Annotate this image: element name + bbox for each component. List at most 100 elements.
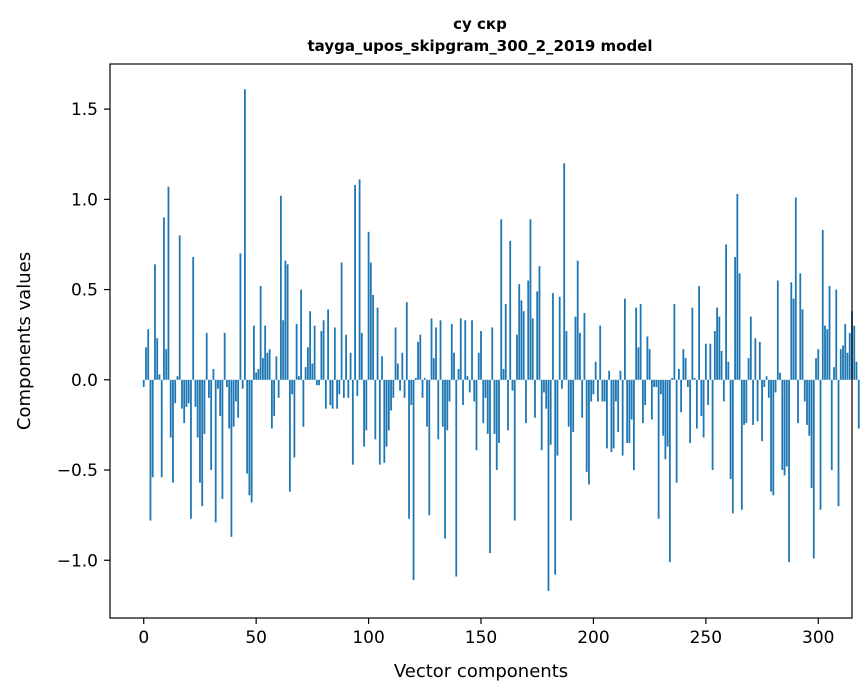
- bar-174: [534, 379, 536, 418]
- bar-251: [707, 379, 709, 406]
- bar-69: [297, 376, 300, 380]
- bar-83: [329, 379, 332, 406]
- y-tick-label: −0.5: [57, 461, 98, 481]
- bar-224: [646, 336, 649, 380]
- bar-299: [815, 358, 817, 380]
- bar-221: [639, 304, 642, 380]
- bar-122: [417, 341, 419, 380]
- bar-5: [154, 264, 156, 380]
- bar-81: [324, 379, 327, 409]
- bar-185: [558, 296, 561, 380]
- bar-86: [336, 379, 338, 409]
- bar-170: [525, 379, 527, 424]
- bar-253: [711, 379, 714, 471]
- bar-189: [567, 379, 570, 427]
- bar-16: [178, 235, 181, 380]
- bar-132: [439, 320, 442, 380]
- y-axis-ticks: −1.0 −0.5 0.0 0.5 1.0 1.5: [57, 100, 110, 571]
- bar-316: [853, 325, 856, 380]
- bar-258: [722, 379, 725, 402]
- bar-117: [405, 302, 408, 380]
- bar-196: [583, 313, 586, 380]
- bar-287: [788, 379, 790, 563]
- bar-55: [266, 352, 269, 380]
- bar-71: [302, 379, 305, 427]
- bar-148: [475, 379, 478, 451]
- bar-22: [192, 257, 195, 380]
- bar-297: [810, 379, 813, 489]
- bar-136: [448, 379, 451, 402]
- bar-30: [210, 379, 213, 471]
- bar-171: [527, 280, 530, 380]
- bar-108: [385, 379, 388, 447]
- bar-276: [763, 379, 766, 388]
- bar-240: [682, 349, 685, 380]
- bar-36: [223, 332, 226, 380]
- bar-228: [655, 379, 658, 388]
- bar-18: [183, 379, 186, 424]
- bar-318: [857, 379, 860, 429]
- bar-188: [565, 331, 568, 380]
- bar-15: [176, 376, 179, 380]
- bar-216: [628, 379, 631, 443]
- bar-115: [401, 352, 404, 380]
- bar-20: [187, 379, 190, 404]
- bar-113: [396, 363, 399, 380]
- bar-35: [221, 379, 224, 499]
- bar-126: [426, 379, 428, 427]
- bar-317: [855, 361, 858, 380]
- y-tick-label: −1.0: [57, 551, 98, 571]
- bar-107: [383, 379, 386, 463]
- bar-208: [610, 379, 613, 452]
- bar-90: [345, 334, 347, 380]
- bar-227: [653, 379, 656, 388]
- bar-46: [246, 379, 249, 474]
- bar-181: [549, 379, 552, 445]
- bar-213: [621, 379, 624, 456]
- bar-94: [354, 184, 356, 380]
- bar-146: [471, 320, 473, 380]
- bar-266: [740, 379, 743, 510]
- bar-149: [477, 352, 480, 380]
- bar-292: [799, 273, 802, 380]
- bar-111: [392, 379, 395, 398]
- bar-127: [428, 379, 431, 516]
- bar-243: [689, 379, 692, 443]
- bar-198: [588, 379, 590, 485]
- bar-296: [808, 379, 811, 436]
- x-tick-label: 0: [138, 628, 149, 648]
- bar-204: [601, 379, 604, 402]
- bar-60: [277, 379, 280, 398]
- bar-23: [194, 379, 197, 407]
- bar-165: [513, 379, 516, 521]
- bar-265: [738, 273, 741, 380]
- bar-139: [455, 379, 458, 577]
- bar-290: [794, 197, 797, 380]
- bar-178: [543, 379, 545, 393]
- bar-41: [235, 379, 237, 402]
- bar-48: [250, 379, 253, 503]
- bar-274: [758, 341, 761, 380]
- bar-59: [275, 356, 278, 380]
- bar-289: [792, 298, 795, 380]
- bar-193: [576, 260, 579, 380]
- bar-177: [540, 379, 543, 451]
- bar-304: [826, 329, 829, 380]
- bar-61: [279, 195, 282, 380]
- bar-40: [232, 379, 235, 427]
- bar-175: [536, 291, 539, 380]
- bar-93: [351, 379, 354, 465]
- bar-153: [486, 379, 489, 434]
- bar-101: [369, 262, 372, 380]
- bar-309: [837, 379, 840, 507]
- bar-43: [239, 253, 242, 380]
- bar-202: [597, 379, 599, 402]
- bar-67: [293, 379, 296, 458]
- bar-223: [644, 379, 647, 406]
- bar-186: [561, 379, 563, 389]
- bar-72: [304, 367, 307, 380]
- bar-78: [318, 379, 321, 386]
- x-axis-label: Vector components: [394, 661, 568, 682]
- bar-19: [185, 379, 188, 407]
